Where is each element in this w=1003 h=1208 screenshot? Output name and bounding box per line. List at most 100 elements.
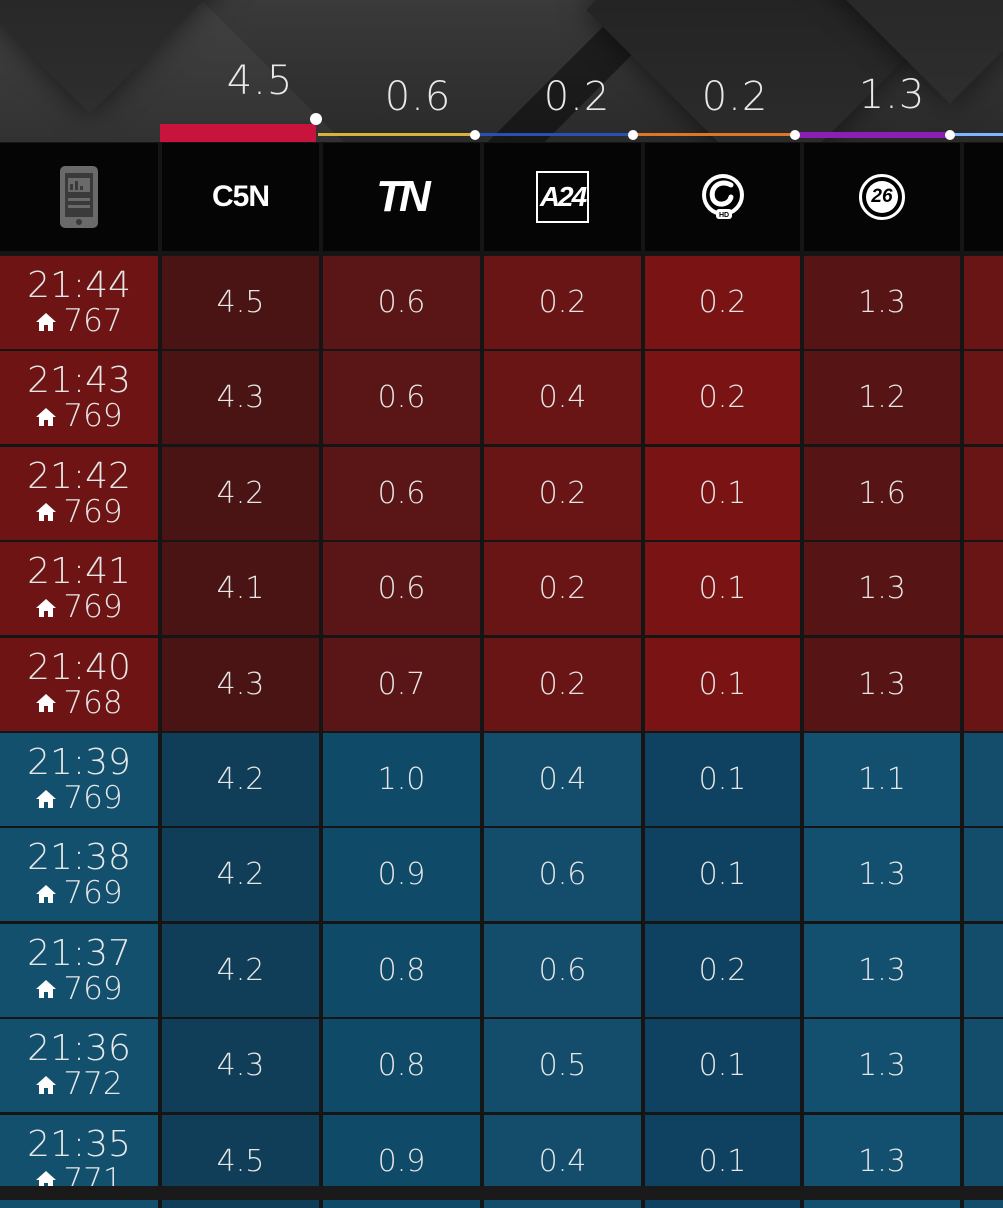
viewers-count: 769 [63, 970, 123, 1007]
time-cell: 21:41 769 [0, 542, 158, 636]
time-label: 21:37 [27, 932, 131, 974]
rating-cell: 0.6 [323, 542, 480, 636]
time-label: 21:40 [27, 646, 131, 688]
home-icon [35, 1075, 57, 1095]
home-icon [35, 502, 57, 522]
rating-cell-extra [964, 733, 1003, 826]
rating-cell: 1.3 [804, 637, 960, 731]
rating-cell: 0.1 [645, 733, 800, 826]
rating-cell: 4.2 [162, 446, 319, 540]
time-label: 21:44 [27, 265, 131, 306]
table-row[interactable]: 21:42 769 4.2 0.6 0.2 0.1 1.6 [0, 446, 1003, 540]
rating-cell: 0.6 [323, 256, 480, 349]
header-cronica[interactable]: HD [645, 143, 800, 251]
rating-cell: 4.2 [162, 923, 319, 1017]
rating-cell: 0.1 [645, 446, 800, 540]
share-line-tn [318, 133, 475, 136]
home-icon [35, 1170, 57, 1190]
rating-cell-extra [964, 446, 1003, 540]
summary-value-c5n: 4.5 [226, 58, 294, 104]
header-tn[interactable]: TN [323, 143, 480, 251]
rating-cell: 4.5 [162, 256, 319, 349]
viewers-count: 769 [63, 875, 123, 912]
home-viewers: 769 [35, 401, 123, 432]
time-label: 21:38 [27, 837, 131, 879]
share-bar-c5n [160, 124, 316, 142]
rating-cell: 0.1 [645, 1019, 800, 1113]
rating-cell: 1.3 [804, 923, 960, 1017]
rating-cell: 4.2 [162, 733, 319, 826]
rating-cell: 0.7 [323, 637, 480, 731]
table-row[interactable]: 21:38 769 4.2 0.9 0.6 0.1 1.3 [0, 828, 1003, 922]
share-line-26 [795, 132, 950, 138]
share-summary [0, 0, 1003, 142]
table-row[interactable]: 21:44 767 4.5 0.6 0.2 0.2 1.3 [0, 256, 1003, 349]
time-cell: 21:42 769 [0, 446, 158, 540]
home-icon [35, 693, 57, 713]
summary-value-26: 1.3 [858, 72, 926, 118]
share-line-cronica [634, 133, 794, 136]
summary-value-tn: 0.6 [384, 74, 452, 120]
rating-cell: 0.2 [645, 256, 800, 349]
time-label: 21:41 [27, 551, 131, 593]
rating-cell: 0.6 [323, 446, 480, 540]
home-viewers: 769 [35, 496, 123, 528]
share-marker [310, 113, 322, 125]
share-line-end [950, 133, 1003, 136]
rating-cell: 1.6 [804, 446, 960, 540]
rating-cell: 1.3 [804, 256, 960, 349]
table-row[interactable]: 21:36 772 4.3 0.8 0.5 0.1 1.3 [0, 1019, 1003, 1113]
header-26[interactable]: 26 [804, 143, 960, 251]
home-icon [35, 979, 57, 999]
home-icon [35, 312, 57, 332]
table-row[interactable]: 21:37 769 4.2 0.8 0.6 0.2 1.3 [0, 923, 1003, 1017]
rating-cell: 0.8 [323, 1019, 480, 1113]
table-row[interactable]: 21:40 768 4.3 0.7 0.2 0.1 1.3 [0, 637, 1003, 731]
table-row[interactable]: 21:41 769 4.1 0.6 0.2 0.1 1.3 [0, 542, 1003, 636]
header-a24[interactable]: A24 [484, 143, 641, 251]
summary-value-cronica: 0.2 [701, 74, 769, 120]
home-viewers: 767 [35, 306, 123, 337]
rating-cell-extra [964, 542, 1003, 636]
header-c5n[interactable]: C5N [162, 143, 319, 251]
rating-cell: 4.3 [162, 637, 319, 731]
canal-26-logo: 26 [859, 174, 905, 220]
home-icon [35, 789, 57, 809]
time-cell: 21:43 769 [0, 351, 158, 445]
time-label: 21:36 [27, 1028, 131, 1070]
time-cell: 21:38 769 [0, 828, 158, 922]
share-marker [945, 130, 955, 140]
viewers-count: 769 [63, 589, 123, 626]
rating-cell: 0.6 [323, 351, 480, 445]
rating-cell: 0.4 [484, 351, 641, 445]
viewers-count: 769 [63, 780, 123, 816]
table-row[interactable]: 21:39 769 4.2 1.0 0.4 0.1 1.1 [0, 733, 1003, 826]
home-viewers: 769 [35, 875, 123, 912]
rating-cell: 0.5 [484, 1019, 641, 1113]
rating-cell: 1.2 [804, 351, 960, 445]
viewers-count: 768 [63, 684, 123, 721]
rating-cell: 0.2 [645, 923, 800, 1017]
table-row[interactable]: 21:43 769 4.3 0.6 0.4 0.2 1.2 [0, 351, 1003, 445]
rating-cell: 0.8 [323, 923, 480, 1017]
rating-cell: 0.2 [484, 542, 641, 636]
home-icon [35, 598, 57, 618]
a24-logo: A24 [535, 171, 590, 223]
time-cell: 21:39 769 [0, 733, 158, 826]
home-viewers: 769 [35, 589, 123, 626]
share-line-a24 [476, 133, 634, 136]
rating-cell: 0.4 [484, 733, 641, 826]
rating-cell: 0.1 [645, 637, 800, 731]
rating-cell-extra [964, 828, 1003, 922]
home-icon [35, 407, 57, 427]
rating-cell: 0.2 [484, 637, 641, 731]
time-cell: 21:40 768 [0, 637, 158, 731]
share-marker [628, 130, 638, 140]
time-label: 21:39 [27, 742, 131, 783]
tn-logo: TN [376, 172, 431, 221]
time-label: 21:35 [27, 1123, 131, 1165]
time-label: 21:42 [27, 455, 131, 497]
home-viewers: 768 [35, 684, 123, 721]
rating-cell: 1.3 [804, 542, 960, 636]
rating-cell: 1.0 [323, 733, 480, 826]
